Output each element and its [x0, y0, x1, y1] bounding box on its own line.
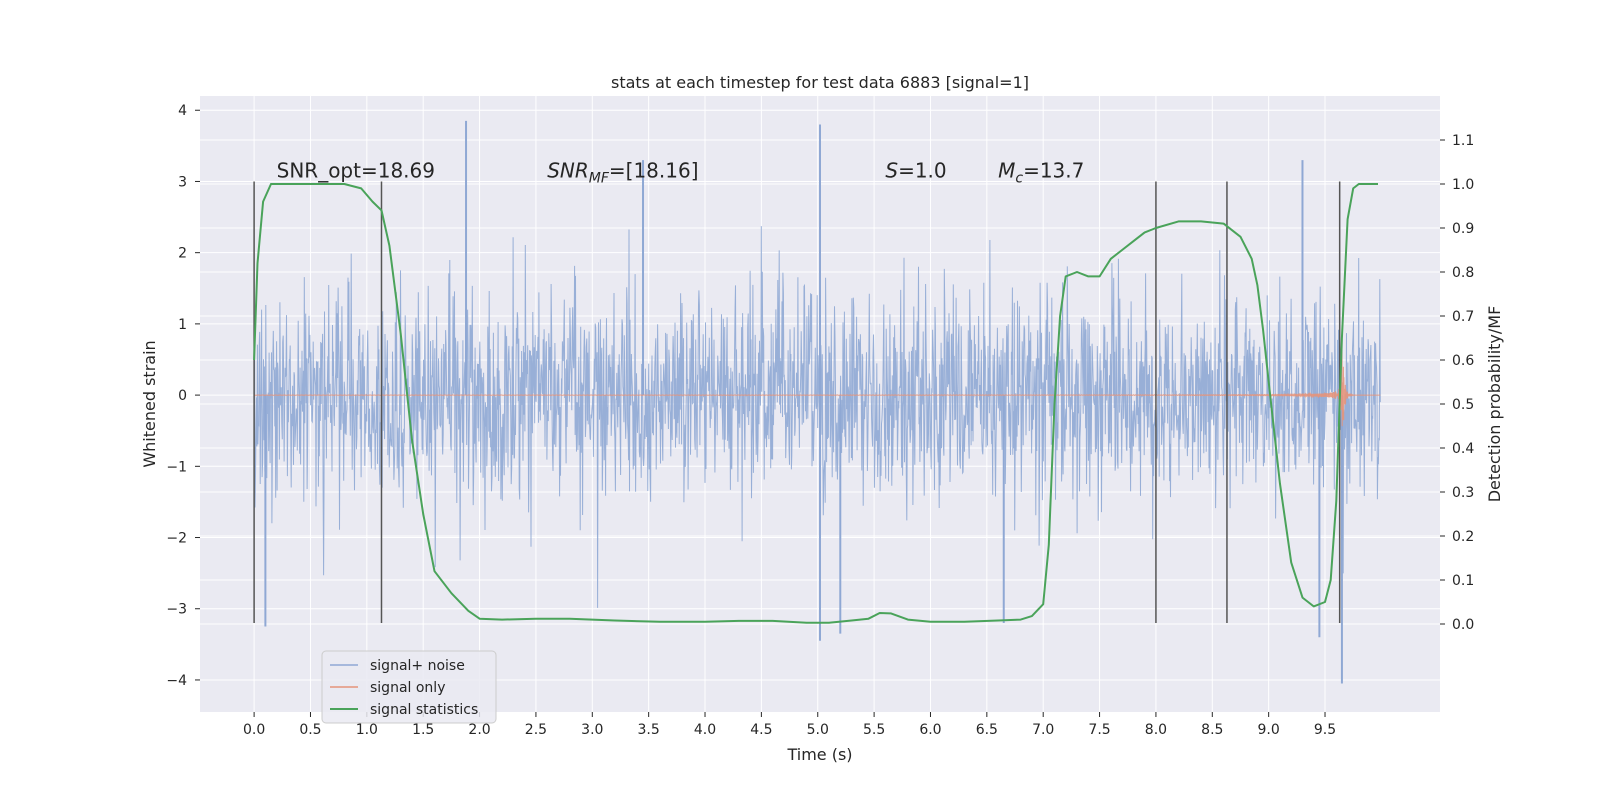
- y2-tick-label: 0.9: [1452, 221, 1474, 237]
- signal-statistics-line: [253, 183, 1378, 624]
- legend: signal+ noise signal only signal statistic…: [321, 650, 497, 724]
- annotation: Mc=13.7: [998, 158, 1084, 186]
- y2-tick-label: 0.8: [1452, 265, 1474, 281]
- x-tick-labels: 0.0 0.5 1.0 1.5 2.0 2.5 3.0 3.5 4.0 4.5 5.0 5.5 6.0 6…: [243, 712, 1336, 738]
- y2-tick-label: 0.1: [1452, 573, 1474, 589]
- annotation: SNRMF=[18.16]: [547, 158, 698, 186]
- y-tick-label: 3: [178, 174, 187, 190]
- y-tick-label: −2: [166, 531, 187, 547]
- x-tick-label: 9.5: [1314, 722, 1336, 738]
- legend-box: [321, 650, 497, 724]
- x-tick-label: 2.0: [468, 722, 490, 738]
- signal-statistics-series: [253, 183, 1378, 624]
- x-tick-label: 3.5: [638, 722, 660, 738]
- x-tick-label: 0.5: [299, 722, 321, 738]
- y-tick-label: −4: [166, 673, 187, 689]
- y-tick-labels: 4 3 2 1 0 −1 −2 −3 −4: [166, 103, 200, 689]
- signal-noise-line: [253, 226, 1381, 608]
- x-tick-label: 6.5: [976, 722, 998, 738]
- y2-tick-label: 1.0: [1452, 177, 1474, 193]
- signal-noise-series: [253, 120, 1381, 684]
- annotations: SNR_opt=18.69 SNRMF=[18.16] S=1.0 Mc=13.7: [277, 158, 1085, 186]
- x-tick-label: 7.0: [1032, 722, 1054, 738]
- y2-tick-labels: 1.1 1.0 0.9 0.8 0.7 0.6 0.5 0.4 0.3 0.2 0.1 0.0: [1440, 133, 1474, 633]
- y2-tick-label: 0.4: [1452, 441, 1474, 457]
- x-tick-label: 8.0: [1145, 722, 1167, 738]
- y2-tick-label: 0.2: [1452, 529, 1474, 545]
- y-tick-label: 2: [178, 246, 187, 262]
- y-axis-label: Whitened strain: [140, 340, 159, 467]
- legend-label: signal only: [370, 680, 445, 696]
- legend-label: signal statistics: [370, 702, 478, 718]
- y2-tick-label: 0.7: [1452, 309, 1474, 325]
- y2-tick-label: 1.1: [1452, 133, 1474, 149]
- chart-title: stats at each timestep for test data 688…: [611, 73, 1029, 92]
- signal-only-series: [254, 339, 1381, 427]
- x-tick-label: 9.0: [1258, 722, 1280, 738]
- y-tick-label: −3: [166, 602, 187, 618]
- annotation: S=1.0: [885, 158, 946, 182]
- y-tick-label: 1: [178, 317, 187, 333]
- y-tick-label: 4: [178, 103, 187, 119]
- y2-axis-label: Detection probability/MF: [1485, 306, 1504, 503]
- x-tick-label: 5.5: [863, 722, 885, 738]
- x-tick-label: 8.5: [1201, 722, 1223, 738]
- y2-tick-label: 0.5: [1452, 397, 1474, 413]
- x-tick-label: 2.5: [525, 722, 547, 738]
- y-tick-label: −1: [166, 459, 187, 475]
- x-tick-label: 4.0: [694, 722, 716, 738]
- x-tick-label: 0.0: [243, 722, 265, 738]
- x-tick-label: 1.0: [356, 722, 378, 738]
- annotation: SNR_opt=18.69: [277, 158, 435, 182]
- y-tick-label: 0: [178, 388, 187, 404]
- x-tick-label: 7.5: [1088, 722, 1110, 738]
- vertical-markers: [253, 181, 1341, 623]
- y2-tick-label: 0.3: [1452, 485, 1474, 501]
- legend-label: signal+ noise: [370, 658, 465, 674]
- y2-tick-label: 0.0: [1452, 617, 1474, 633]
- x-tick-label: 1.5: [412, 722, 434, 738]
- signal-only-line: [254, 339, 1381, 427]
- x-tick-label: 6.0: [919, 722, 941, 738]
- x-tick-label: 4.5: [750, 722, 772, 738]
- x-tick-label: 3.0: [581, 722, 603, 738]
- y2-tick-label: 0.6: [1452, 353, 1474, 369]
- x-axis-label: Time (s): [786, 745, 852, 764]
- x-tick-label: 5.0: [807, 722, 829, 738]
